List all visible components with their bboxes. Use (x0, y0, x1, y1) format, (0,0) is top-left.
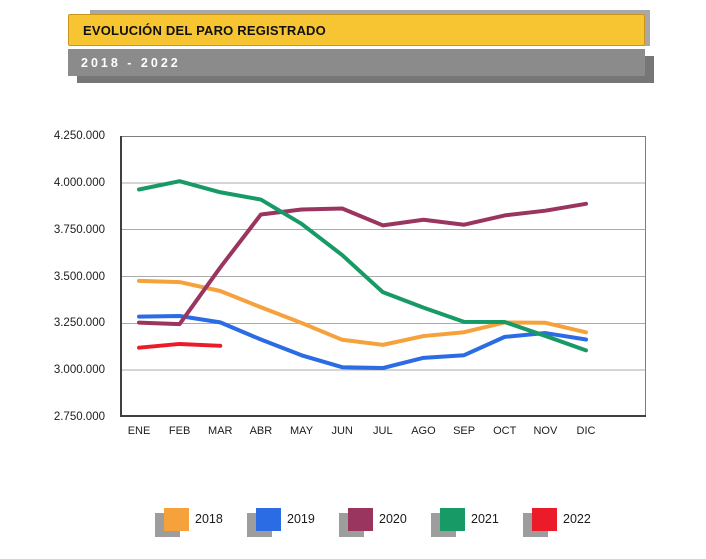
y-axis-tick-label: 2.750.000 (53, 411, 105, 423)
x-axis-month-label: ABR (249, 425, 273, 437)
legend-color-swatch (440, 508, 465, 531)
x-axis-month-label: DIC (576, 425, 596, 437)
plot-area (120, 136, 646, 417)
legend-color-swatch (164, 508, 189, 531)
legend-label: 2021 (471, 512, 499, 526)
x-axis-month-label: NOV (533, 425, 558, 437)
y-axis-tick-label: 3.000.000 (53, 364, 105, 377)
x-axis-month-label: JUN (331, 425, 353, 437)
legend-item-2020: 2020 (335, 505, 425, 541)
legend-label: 2022 (563, 512, 591, 526)
page-title: EVOLUCIÓN DEL PARO REGISTRADO (83, 22, 326, 38)
series-line-2021 (137, 179, 588, 353)
subtitle-bar: 2018 - 2022 (68, 49, 645, 76)
legend-label: 2018 (195, 512, 223, 526)
series-line-2020 (137, 201, 588, 327)
x-axis-month-label: AGO (411, 425, 436, 437)
y-axis-tick-label: 3.500.000 (53, 270, 105, 283)
y-axis-tick-label: 4.250.000 (53, 130, 105, 142)
legend-color-swatch (532, 508, 557, 531)
legend-item-2021: 2021 (427, 505, 517, 541)
y-axis-tick-label: 3.250.000 (53, 317, 105, 330)
series-line-2019 (137, 314, 588, 371)
legend-item-2019: 2019 (243, 505, 333, 541)
legend-label: 2019 (287, 512, 315, 526)
legend-color-swatch (348, 508, 373, 531)
x-axis-month-label: MAY (290, 425, 314, 437)
y-axis-tick-label: 3.750.000 (53, 223, 105, 236)
x-axis-month-label: ENE (127, 425, 151, 437)
page-subtitle: 2018 - 2022 (81, 55, 181, 70)
x-axis-month-label: FEB (168, 425, 191, 437)
series-line-2022 (137, 341, 223, 350)
legend-color-swatch (256, 508, 281, 531)
legend-item-2022: 2022 (519, 505, 609, 541)
x-axis-month-label: JUL (373, 425, 393, 437)
x-axis-month-label: MAR (208, 425, 233, 437)
title-bar: EVOLUCIÓN DEL PARO REGISTRADO (68, 14, 645, 46)
x-axis-month-label: SEP (453, 425, 476, 437)
y-axis-tick-label: 4.000.000 (53, 176, 105, 189)
x-axis-month-label: OCT (493, 425, 517, 437)
legend-label: 2020 (379, 512, 407, 526)
legend-item-2018: 2018 (151, 505, 241, 541)
